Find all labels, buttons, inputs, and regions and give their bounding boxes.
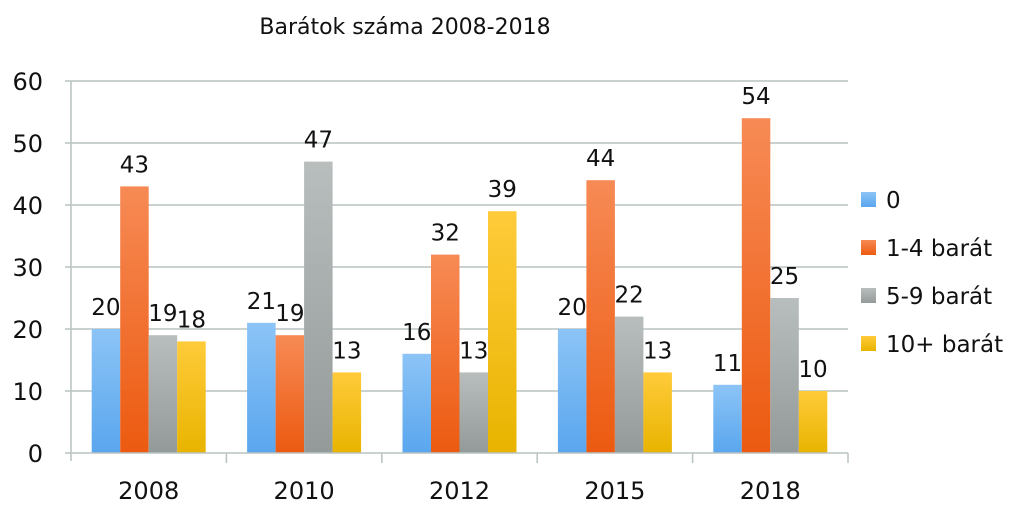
x-tick-label: 2012 (429, 477, 490, 505)
legend: 0 1-4 barát 5-9 barát 10+ barát (861, 188, 1003, 358)
data-label: 25 (770, 264, 799, 290)
data-label: 13 (643, 338, 672, 364)
bars (91, 118, 828, 453)
data-label: 18 (177, 307, 206, 333)
data-label: 54 (741, 84, 770, 110)
data-label: 21 (247, 289, 276, 315)
chart-title: Barátok száma 2008-2018 (259, 15, 550, 40)
legend-label: 1-4 barát (886, 236, 992, 262)
y-tick-label: 30 (12, 254, 43, 282)
bar-2015-0 (557, 329, 587, 453)
y-tick-label: 20 (12, 316, 43, 344)
legend-label: 5-9 barát (886, 284, 992, 310)
bar-2018-2 (770, 298, 799, 453)
legend-swatch (861, 288, 876, 303)
data-label: 39 (488, 177, 517, 203)
x-tick-label: 2018 (740, 477, 801, 505)
bar-2018-0 (713, 384, 742, 453)
data-label: 16 (402, 320, 431, 346)
bar-2010-2 (304, 161, 333, 453)
bar-2012-2 (459, 372, 488, 453)
y-tick-label: 0 (28, 440, 43, 468)
data-label: 19 (148, 301, 177, 327)
legend-swatch (861, 192, 876, 207)
bar-2015-2 (614, 316, 644, 453)
bar-2010-1 (275, 335, 305, 453)
bar-2008-3 (177, 341, 206, 453)
y-tick-label: 10 (12, 378, 43, 406)
bar-2008-2 (148, 335, 178, 453)
legend-swatch (861, 336, 876, 351)
data-label: 13 (459, 338, 488, 364)
data-label: 20 (558, 295, 587, 321)
data-label: 19 (275, 301, 304, 327)
bar-2018-3 (798, 391, 828, 453)
x-tick-label: 2015 (584, 477, 645, 505)
bar-2018-1 (741, 118, 771, 453)
bar-2012-1 (431, 254, 460, 453)
data-label: 43 (120, 152, 149, 178)
bar-2015-1 (586, 180, 615, 453)
legend-label: 10+ barát (886, 332, 1003, 358)
data-label: 11 (713, 351, 742, 377)
data-label: 22 (615, 283, 644, 309)
data-label: 32 (431, 221, 460, 247)
x-tick-label: 2008 (118, 477, 179, 505)
y-tick-label: 40 (12, 192, 43, 220)
bar-2012-0 (402, 353, 431, 453)
legend-label: 0 (886, 188, 901, 214)
bar-2008-0 (91, 329, 121, 453)
data-label: 47 (304, 128, 333, 154)
bar-2012-3 (488, 211, 517, 453)
bar-2015-3 (643, 372, 672, 453)
y-tick-label: 50 (12, 130, 43, 158)
legend-swatch (861, 240, 876, 255)
data-label: 20 (91, 295, 120, 321)
data-label: 13 (332, 338, 361, 364)
data-label: 10 (798, 357, 827, 383)
bar-2010-3 (332, 372, 362, 453)
y-tick-label: 60 (12, 68, 43, 96)
bar-2010-0 (247, 322, 276, 453)
bar-2008-1 (120, 186, 149, 453)
data-label: 44 (586, 146, 615, 172)
x-tick-label: 2010 (274, 477, 335, 505)
